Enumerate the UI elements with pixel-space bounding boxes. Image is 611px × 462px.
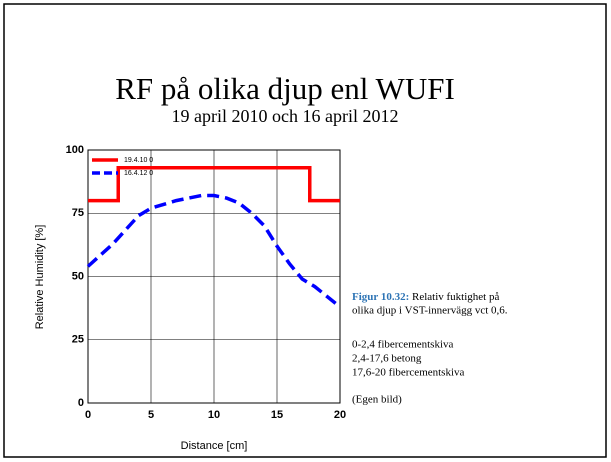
x-tick-label: 0 <box>85 409 91 421</box>
caption-note: (Egen bild) <box>352 394 402 406</box>
y-axis-label: Relative Humidity [%] <box>34 225 46 330</box>
y-tick-label: 50 <box>72 270 84 282</box>
y-tick-label: 100 <box>66 144 84 156</box>
slide-title: RF på olika djup enl WUFI <box>115 71 455 106</box>
caption-line: olika djup i VST-innervägg vct 0,6. <box>352 305 508 317</box>
data-line <box>86 193 342 309</box>
x-tick-label: 10 <box>208 409 220 421</box>
legend-label: 19.4.10 0 <box>124 157 153 164</box>
caption-line: Figur 10.32: Relativ fuktighet på <box>352 291 499 303</box>
caption-note: 2,4-17,6 betong <box>352 353 422 365</box>
caption-label: Figur 10.32: <box>352 291 409 303</box>
x-tick-label: 20 <box>334 409 346 421</box>
caption-text: Relativ fuktighet på <box>412 291 499 303</box>
x-axis-label: Distance [cm] <box>181 440 248 452</box>
y-tick-label: 25 <box>72 334 84 346</box>
slide-subtitle: 19 april 2010 och 16 april 2012 <box>172 106 399 126</box>
y-tick-label: 0 <box>78 397 84 409</box>
x-tick-label: 5 <box>148 409 154 421</box>
y-tick-label: 75 <box>72 207 84 219</box>
legend-label: 16.4.12 0 <box>124 170 153 177</box>
caption-note: 0-2,4 fibercementskiva <box>352 339 454 351</box>
data-line <box>88 165 340 203</box>
caption-note: 17,6-20 fibercementskiva <box>352 367 465 379</box>
x-tick-label: 15 <box>271 409 283 421</box>
